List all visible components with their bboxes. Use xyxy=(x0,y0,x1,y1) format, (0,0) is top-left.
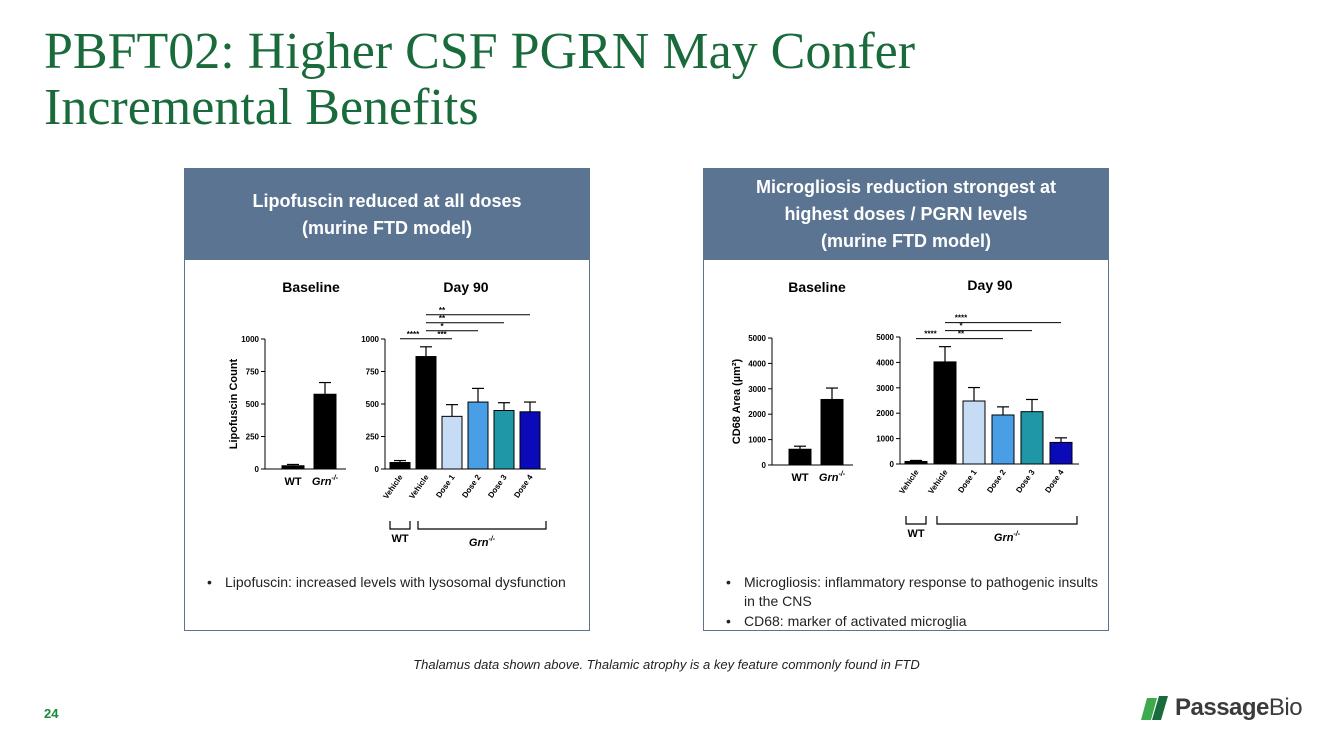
bar xyxy=(494,411,514,470)
bullet-item: CD68: marker of activated microglia xyxy=(726,612,1106,631)
panel-header-line: Microgliosis reduction strongest at xyxy=(756,174,1056,201)
bar xyxy=(1050,442,1072,464)
y-tick-label: 750 xyxy=(246,368,260,377)
wt-group-bracket xyxy=(906,516,926,524)
x-category-label: WT xyxy=(284,476,301,488)
y-tick-label: 5000 xyxy=(876,333,894,342)
y-tick-label: 1000 xyxy=(361,335,379,344)
slide-title-line2: Incremental Benefits xyxy=(44,80,1044,136)
lipofuscin-panel-header: Lipofuscin reduced at all doses (murine … xyxy=(185,169,589,260)
y-tick-label: 1000 xyxy=(241,335,259,344)
footnote: Thalamus data shown above. Thalamic atro… xyxy=(0,657,1333,672)
page-number: 24 xyxy=(44,706,58,721)
baseline-chart-title: Baseline xyxy=(282,279,340,295)
x-category-label: Dose 4 xyxy=(512,473,535,500)
logo-text-bio: Bio xyxy=(1269,694,1302,721)
x-category-label: Grn-/- xyxy=(819,471,846,484)
x-category-label: Vehicle xyxy=(926,468,950,496)
microgliosis-panel: Microgliosis reduction strongest at high… xyxy=(703,168,1109,631)
significance-label: **** xyxy=(407,330,420,339)
day90-chart-title: Day 90 xyxy=(967,277,1012,293)
bullet-item: Lipofuscin: increased levels with lysoso… xyxy=(207,573,587,592)
microgliosis-bullets: Microgliosis: inflammatory response to p… xyxy=(726,573,1106,632)
x-category-label: Dose 2 xyxy=(985,468,1008,495)
bar xyxy=(416,357,436,469)
y-tick-label: 2000 xyxy=(748,410,766,419)
y-tick-label: 0 xyxy=(890,460,895,469)
x-category-label: Dose 2 xyxy=(460,473,483,500)
y-tick-label: 0 xyxy=(762,461,767,470)
x-category-label: Vehicle xyxy=(381,473,405,501)
panel-header-line: (murine FTD model) xyxy=(756,228,1056,255)
y-tick-label: 500 xyxy=(366,400,380,409)
y-axis-label: Lipofuscin Count xyxy=(228,358,240,449)
grn-group-label: Grn-/- xyxy=(994,531,1021,544)
passage-bio-logo: PassageBio xyxy=(1139,694,1302,722)
grn-group-bracket xyxy=(937,516,1077,524)
panel-header-line: Lipofuscin reduced at all doses xyxy=(252,188,521,215)
bar xyxy=(934,362,956,464)
slide-title: PBFT02: Higher CSF PGRN May Confer Incre… xyxy=(44,24,1044,136)
x-category-label: Vehicle xyxy=(407,473,431,501)
y-tick-label: 0 xyxy=(255,465,260,474)
bar xyxy=(821,399,843,465)
x-category-label: Dose 1 xyxy=(956,468,979,495)
logo-text: PassageBio xyxy=(1175,694,1302,722)
y-tick-label: 3000 xyxy=(876,384,894,393)
day90-chart-title: Day 90 xyxy=(443,279,488,295)
lipofuscin-bullets: Lipofuscin: increased levels with lysoso… xyxy=(207,573,587,593)
y-tick-label: 1000 xyxy=(876,435,894,444)
panel-header-line: (murine FTD model) xyxy=(252,215,521,242)
y-tick-label: 750 xyxy=(366,368,380,377)
baseline-chart-title: Baseline xyxy=(788,279,846,295)
bar xyxy=(992,415,1014,464)
x-category-label: WT xyxy=(791,472,808,484)
x-category-label: Vehicle xyxy=(897,468,921,496)
y-tick-label: 4000 xyxy=(876,358,894,367)
logo-text-main: Passage xyxy=(1175,694,1269,721)
bar xyxy=(520,412,540,469)
bar xyxy=(789,449,811,465)
grn-group-label: Grn-/- xyxy=(469,536,496,549)
slide-title-line1: PBFT02: Higher CSF PGRN May Confer xyxy=(44,24,1044,80)
y-tick-label: 500 xyxy=(246,400,260,409)
significance-label: **** xyxy=(955,314,968,323)
bar xyxy=(1021,412,1043,464)
grn-group-bracket xyxy=(418,521,546,529)
y-tick-label: 3000 xyxy=(748,385,766,394)
x-category-label: Dose 3 xyxy=(1014,468,1037,495)
y-tick-label: 2000 xyxy=(876,409,894,418)
bar xyxy=(963,401,985,464)
bar xyxy=(390,463,410,470)
microgliosis-panel-header: Microgliosis reduction strongest at high… xyxy=(704,169,1108,260)
significance-label: **** xyxy=(924,330,937,339)
bar xyxy=(442,416,462,469)
y-tick-label: 1000 xyxy=(748,436,766,445)
y-tick-label: 5000 xyxy=(748,334,766,343)
bullet-item: Microgliosis: inflammatory response to p… xyxy=(726,573,1106,611)
y-tick-label: 0 xyxy=(375,465,380,474)
panel-header-line: highest doses / PGRN levels xyxy=(756,201,1056,228)
lipofuscin-panel: Lipofuscin reduced at all doses (murine … xyxy=(184,168,590,631)
passage-bio-logo-icon xyxy=(1139,694,1169,722)
y-tick-label: 4000 xyxy=(748,359,766,368)
bar xyxy=(468,402,488,469)
wt-group-label: WT xyxy=(391,533,408,545)
y-tick-label: 250 xyxy=(366,433,380,442)
bar xyxy=(314,394,336,469)
x-category-label: Dose 4 xyxy=(1043,468,1066,495)
x-category-label: Dose 3 xyxy=(486,473,509,500)
x-category-label: Grn-/- xyxy=(312,475,339,488)
x-category-label: Dose 1 xyxy=(434,473,457,500)
y-tick-label: 250 xyxy=(246,433,260,442)
significance-label: ** xyxy=(439,306,446,315)
y-axis-label: CD68 Area (µm²) xyxy=(731,358,743,444)
wt-group-bracket xyxy=(390,521,410,529)
wt-group-label: WT xyxy=(907,528,924,540)
